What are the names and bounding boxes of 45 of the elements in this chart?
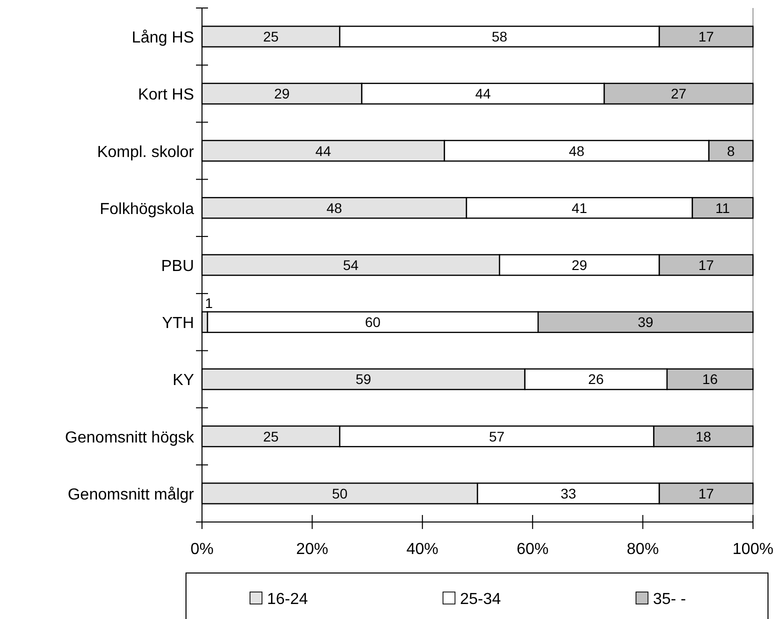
x-tick-label: 60% (516, 541, 549, 558)
y-tick-label: KY (172, 372, 194, 390)
legend-label: 25-34 (460, 591, 502, 608)
data-label: 26 (588, 371, 604, 388)
y-tick-label: Kompl. skolor (97, 144, 195, 161)
y-tick-label: Kort HS (138, 86, 194, 104)
y-tick-label: PBU (161, 258, 194, 275)
data-label: 58 (492, 28, 508, 45)
legend-label: 35- - (653, 591, 686, 608)
data-label: 50 (332, 485, 348, 502)
data-label: 29 (572, 257, 588, 273)
data-label: 11 (715, 200, 730, 216)
data-label: 54 (342, 257, 359, 273)
y-tick-label: Folkhögskola (100, 200, 194, 218)
y-tick-label: Genomsnitt målgr (68, 486, 195, 504)
data-label: 25 (263, 428, 279, 444)
data-label: 39 (638, 314, 654, 330)
data-label: 57 (488, 428, 505, 444)
data-label: 48 (568, 142, 585, 159)
data-label: 41 (572, 200, 588, 216)
data-label: 16 (702, 371, 718, 388)
data-label: 1 (205, 294, 213, 311)
data-label: 59 (356, 371, 372, 388)
data-label: 18 (696, 428, 712, 444)
x-tick-label: 0% (190, 541, 214, 558)
data-label: 27 (670, 86, 687, 102)
y-tick-label: Lång HS (132, 30, 194, 47)
data-label: 25 (263, 28, 279, 45)
y-tick-label: Genomsnitt högsk (65, 429, 195, 446)
data-label: 44 (475, 86, 492, 102)
x-tick-label: 100% (732, 541, 774, 558)
data-label: 44 (315, 142, 332, 159)
x-tick-label: 20% (296, 541, 328, 558)
data-label: 17 (698, 485, 714, 502)
data-label: 60 (365, 314, 381, 330)
data-label: 29 (274, 86, 290, 102)
y-tick-label: YTH (162, 315, 194, 332)
data-label: 17 (698, 28, 714, 45)
data-label: 33 (560, 485, 576, 502)
data-label: 8 (727, 142, 736, 159)
legend-label: 16-24 (267, 591, 308, 608)
x-tick-label: 40% (406, 541, 438, 558)
data-label: 17 (698, 257, 714, 273)
x-tick-label: 80% (626, 541, 659, 558)
data-label: 48 (326, 200, 342, 216)
